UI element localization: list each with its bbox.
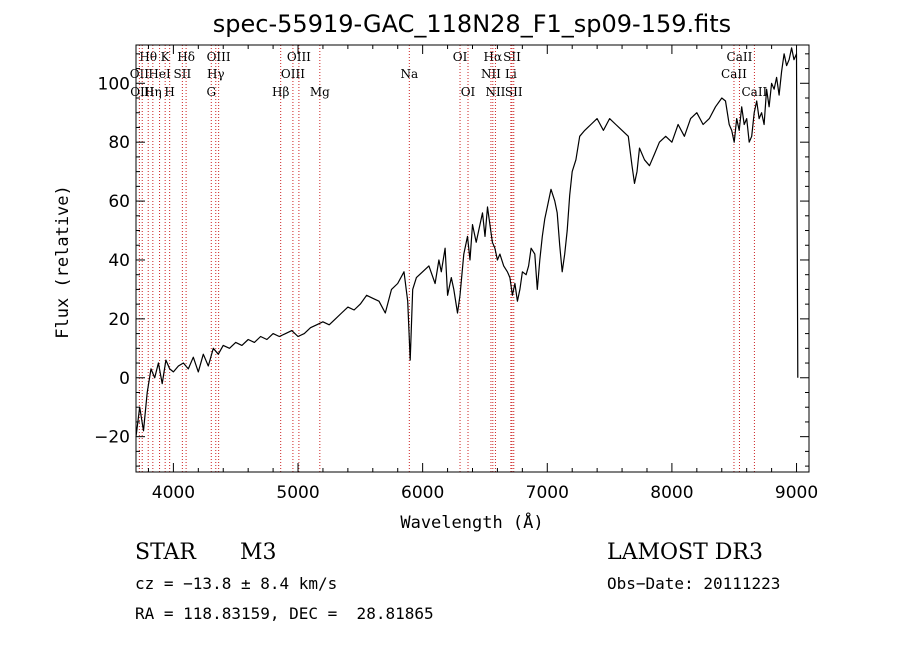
line-label-OII: OII — [130, 67, 150, 81]
line-label-Hβ: Hβ — [272, 85, 289, 99]
x-tick-label: 8000 — [650, 483, 693, 503]
line-label-K: K — [161, 50, 171, 64]
line-label-OIII: OIII — [287, 50, 311, 64]
y-tick-label: −20 — [94, 428, 130, 448]
line-label-CaII: CaII — [741, 85, 767, 99]
line-label-OIII: OIII — [207, 50, 231, 64]
flux-series — [135, 47, 799, 437]
redshift-text: cz = −13.8 ± 8.4 km/s — [135, 574, 338, 593]
x-tick-label: 9000 — [775, 483, 818, 503]
obs-date: Obs−Date: 20111223 — [607, 574, 781, 593]
y-tick-label: 20 — [108, 310, 130, 330]
spectrum-chart: spec-55919-GAC_118N28_F1_sp09-159.fits H… — [53, 10, 818, 533]
y-axis: −20 0 20 40 60 80 100 — [94, 53, 809, 467]
coordinates: RA = 118.83159, DEC = 28.81865 — [135, 604, 434, 623]
x-axis-label: Wavelength (Å) — [400, 511, 543, 533]
y-tick-label: 100 — [98, 74, 130, 94]
line-label-G: G — [206, 85, 216, 99]
line-label-H: H — [164, 85, 174, 99]
chart-title: spec-55919-GAC_118N28_F1_sp09-159.fits — [213, 10, 731, 38]
line-label-Hα: Hα — [484, 50, 503, 64]
line-label-NII: NII — [481, 67, 501, 81]
object-class: STAR — [135, 540, 196, 565]
line-label-SII: SII — [174, 67, 192, 81]
line-label-Hδ: Hδ — [177, 50, 195, 64]
line-label-Hγ: Hγ — [207, 67, 225, 81]
x-axis: 4000 5000 6000 7000 8000 9000 — [147, 45, 818, 503]
line-label-Na: Na — [400, 67, 418, 81]
line-label-Hη: Hη — [144, 85, 162, 99]
object-subclass: M3 — [240, 540, 277, 565]
line-label-OIII: OIII — [281, 67, 305, 81]
flux-line — [135, 47, 799, 437]
y-tick-label: 40 — [108, 251, 130, 271]
line-label-Li: Li — [505, 67, 517, 81]
line-label-Mg: Mg — [310, 85, 330, 99]
y-tick-label: 60 — [108, 192, 130, 212]
plot-frame — [135, 44, 810, 473]
line-label-SII: SII — [503, 50, 521, 64]
y-axis-label: Flux (relative) — [53, 185, 73, 339]
line-label-SII: SII — [505, 85, 523, 99]
survey-name: LAMOST DR3 — [607, 540, 763, 565]
line-label-CaII: CaII — [721, 67, 747, 81]
line-label-NII: NII — [485, 85, 505, 99]
x-tick-label: 4000 — [152, 483, 195, 503]
y-tick-label: 0 — [119, 369, 130, 389]
x-tick-label: 7000 — [526, 483, 569, 503]
x-tick-label: 5000 — [276, 483, 319, 503]
line-label-HeI: HeI — [148, 67, 171, 81]
line-label-OI: OI — [461, 85, 476, 99]
y-tick-label: 80 — [108, 133, 130, 153]
line-label-OI: OI — [453, 50, 468, 64]
line-label-CaII: CaII — [727, 50, 753, 64]
x-tick-label: 6000 — [401, 483, 444, 503]
